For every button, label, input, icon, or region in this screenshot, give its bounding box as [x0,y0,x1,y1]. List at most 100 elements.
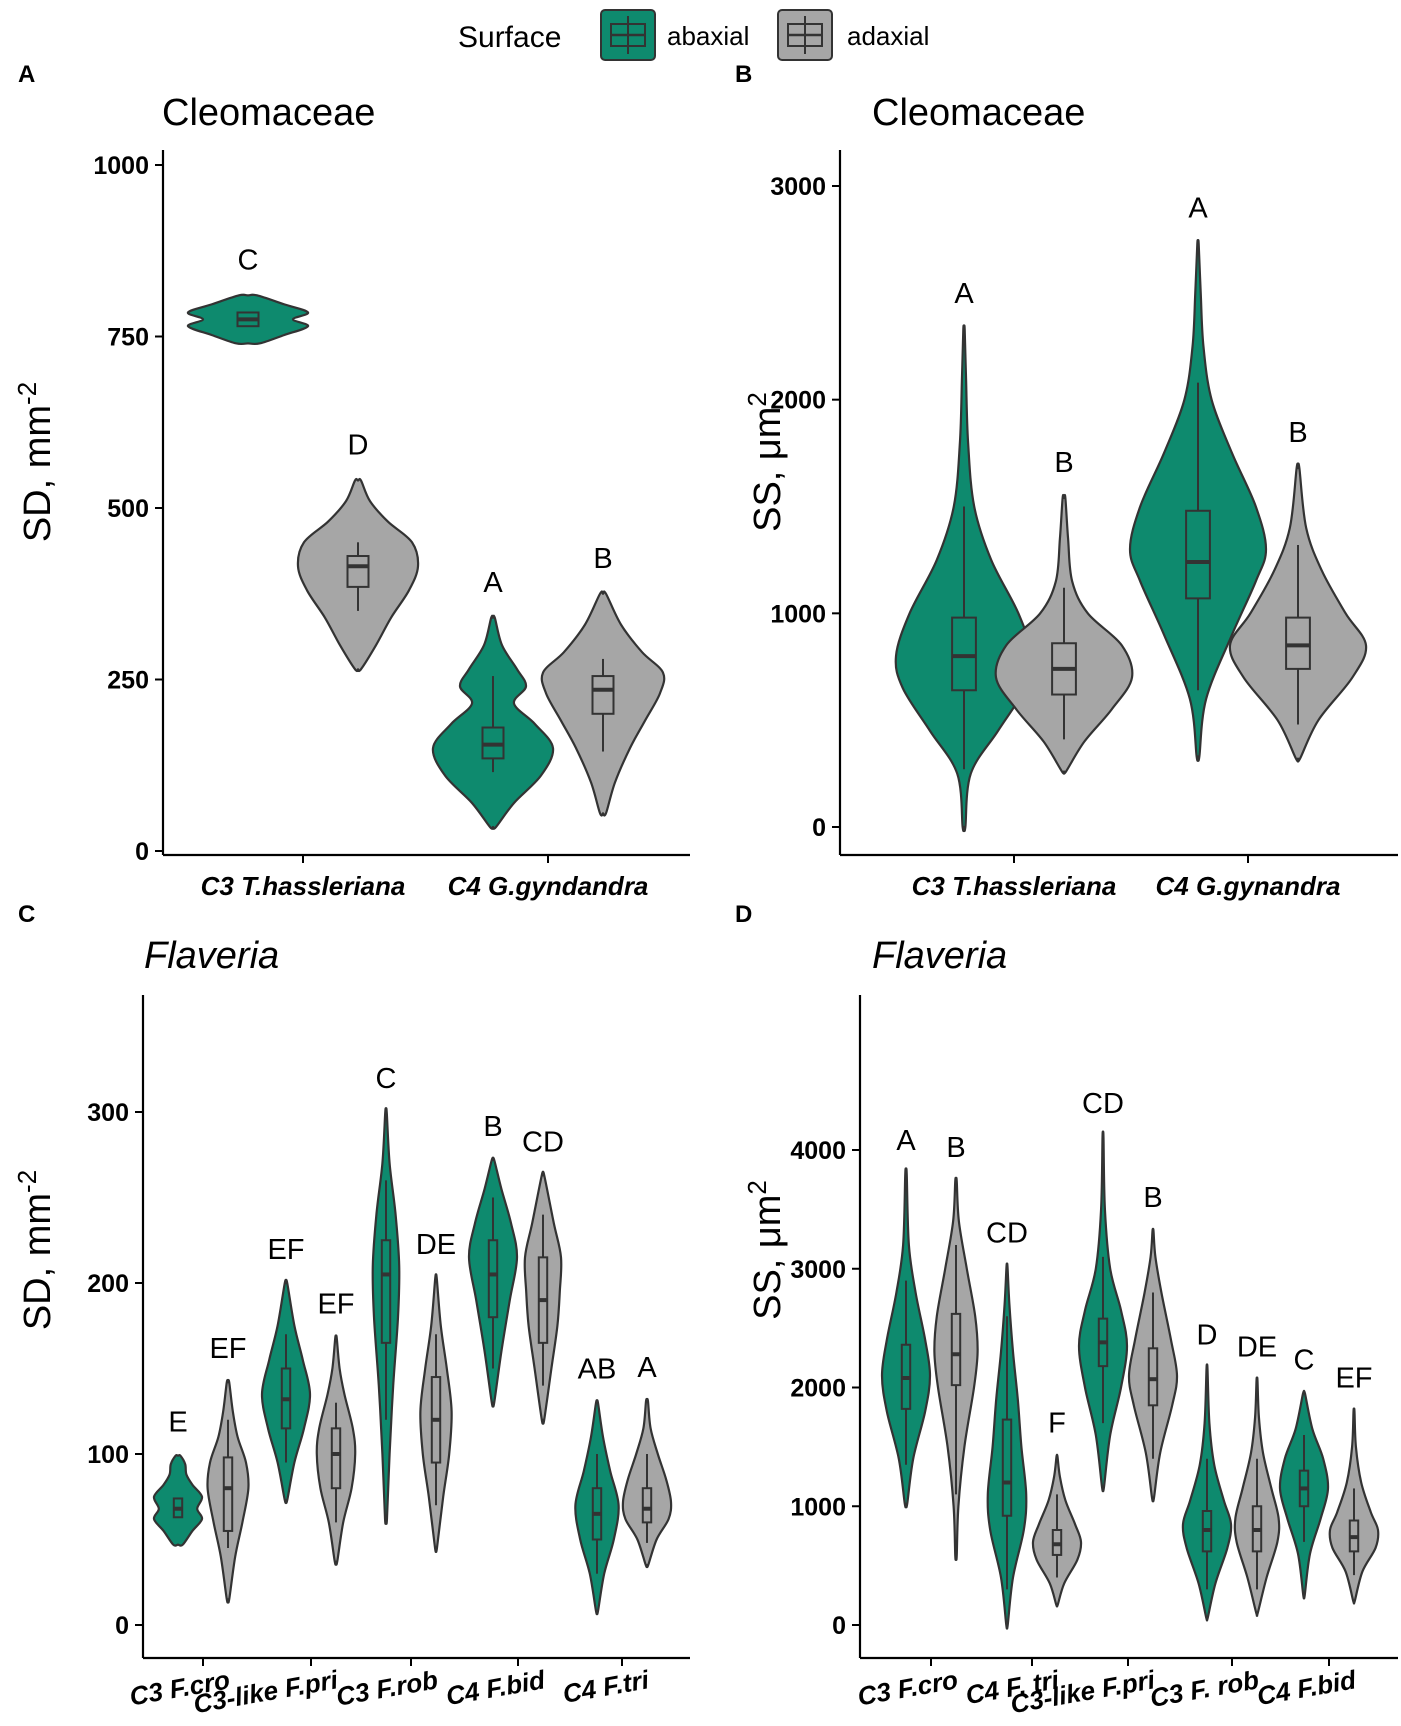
significance-label: DE [1237,1331,1277,1363]
box [380,1239,392,1344]
box [951,616,977,692]
significance-label: A [637,1352,657,1384]
significance-label: B [593,543,612,575]
y-tick-label: 2000 [790,1375,846,1403]
violin-abaxial: C [1278,1344,1330,1600]
significance-label: B [946,1132,965,1164]
violin-adaxial: B [540,543,666,817]
legend-label-adaxial: adaxial [847,21,929,51]
box [1001,1418,1013,1517]
violin-abaxial: A [1128,193,1268,762]
significance-label: CD [986,1217,1028,1249]
significance-label: B [1054,447,1073,479]
box [1285,616,1311,670]
violin-abaxial: A [431,567,555,830]
significance-label: F [1048,1407,1066,1439]
violin-abaxial: C [186,244,310,346]
violin-adaxial: EF [206,1333,250,1604]
violin-abaxial: EF [260,1234,312,1505]
violin-abaxial: A [894,278,1034,833]
y-axis-title: SD, mm-2 [12,1170,59,1330]
y-tick-label: 200 [87,1270,129,1298]
significance-label: EF [1335,1362,1372,1394]
significance-label: B [483,1111,502,1143]
box [641,1487,653,1524]
violin-adaxial: CD [522,1126,564,1425]
y-tick-label: 3000 [770,173,826,201]
y-tick-label: 250 [107,667,149,695]
significance-label: C [376,1063,397,1095]
violin-adaxial: EF [1328,1362,1380,1605]
x-tick-label: C4 G.gyndandra [448,871,649,901]
violin-adaxial: B [994,447,1134,775]
box [950,1312,962,1387]
violin-abaxial: D [1181,1320,1233,1622]
violin-adaxial: DE [1233,1331,1281,1617]
significance-label: A [896,1125,916,1157]
significance-label: EF [267,1234,304,1266]
legend-key-adaxial [777,9,833,61]
y-tick-label: 750 [107,324,149,352]
panel-title: Flaveria [144,935,279,977]
violin-adaxial: F [1031,1407,1083,1608]
box [487,1239,499,1319]
y-tick-label: 500 [107,495,149,523]
y-axis-title: SS, μm2 [742,1180,789,1320]
x-tick-label: C4 F.bid [444,1664,548,1711]
panel-letter: C [18,901,35,928]
significance-label: EF [317,1289,354,1321]
y-tick-label: 0 [812,814,826,842]
panel-title: Cleomaceae [162,92,375,134]
y-tick-label: 1000 [93,152,149,180]
y-tick-label: 100 [87,1441,129,1469]
violin-adaxial: D [296,430,420,673]
violin-adaxial: B [933,1132,979,1561]
violin-abaxial: B [467,1111,519,1408]
legend-label-abaxial: abaxial [667,21,749,51]
violin-abaxial: AB [574,1354,620,1616]
y-tick-label: 0 [135,838,149,866]
y-axis-title: SS, μm2 [742,392,789,532]
significance-label: AB [578,1354,617,1386]
violin-abaxial: C [371,1063,401,1525]
violin-abaxial: E [152,1407,204,1547]
significance-label: C [1294,1344,1315,1376]
panel-title: Flaveria [872,935,1007,977]
box [1147,1347,1159,1407]
significance-label: D [1197,1320,1218,1352]
y-tick-label: 300 [87,1099,129,1127]
significance-label: C [238,244,259,276]
legend: Surface abaxial adaxial [458,9,929,61]
x-tick-label: C3 F.rob [334,1664,440,1711]
y-axis-title: SD, mm-2 [12,382,59,542]
y-tick-label: 0 [115,1612,129,1640]
violin-adaxial: EF [315,1289,357,1566]
significance-label: B [1288,417,1307,449]
panel-a: A Cleomaceae SD, mm-2 0 250 500 750 1000 C3 T.ha… [12,61,690,901]
significance-label: D [348,430,369,462]
significance-label: A [483,567,503,599]
violin-abaxial: A [880,1125,932,1509]
box [222,1456,234,1532]
significance-label: CD [522,1126,564,1158]
box [330,1427,342,1490]
panel-title: Cleomaceae [872,92,1085,134]
y-tick-label: 0 [832,1612,846,1640]
significance-label: B [1143,1182,1162,1214]
legend-key-abaxial [600,9,656,61]
x-tick-label: C3 F. rob [1148,1664,1261,1713]
panel-letter: D [735,901,752,928]
x-tick-label: C3 T.hassleriana [912,871,1117,901]
y-tick-label: 1000 [790,1493,846,1521]
violin-abaxial: CD [986,1217,1028,1630]
y-tick-label: 2000 [770,387,826,415]
significance-label: E [168,1407,187,1439]
box [346,555,370,588]
y-tick-label: 1000 [770,600,826,628]
panel-letter: A [18,61,35,88]
x-tick-label: C4 F.tri [560,1664,651,1709]
violin-adaxial: DE [416,1229,456,1553]
significance-label: A [1188,193,1208,225]
